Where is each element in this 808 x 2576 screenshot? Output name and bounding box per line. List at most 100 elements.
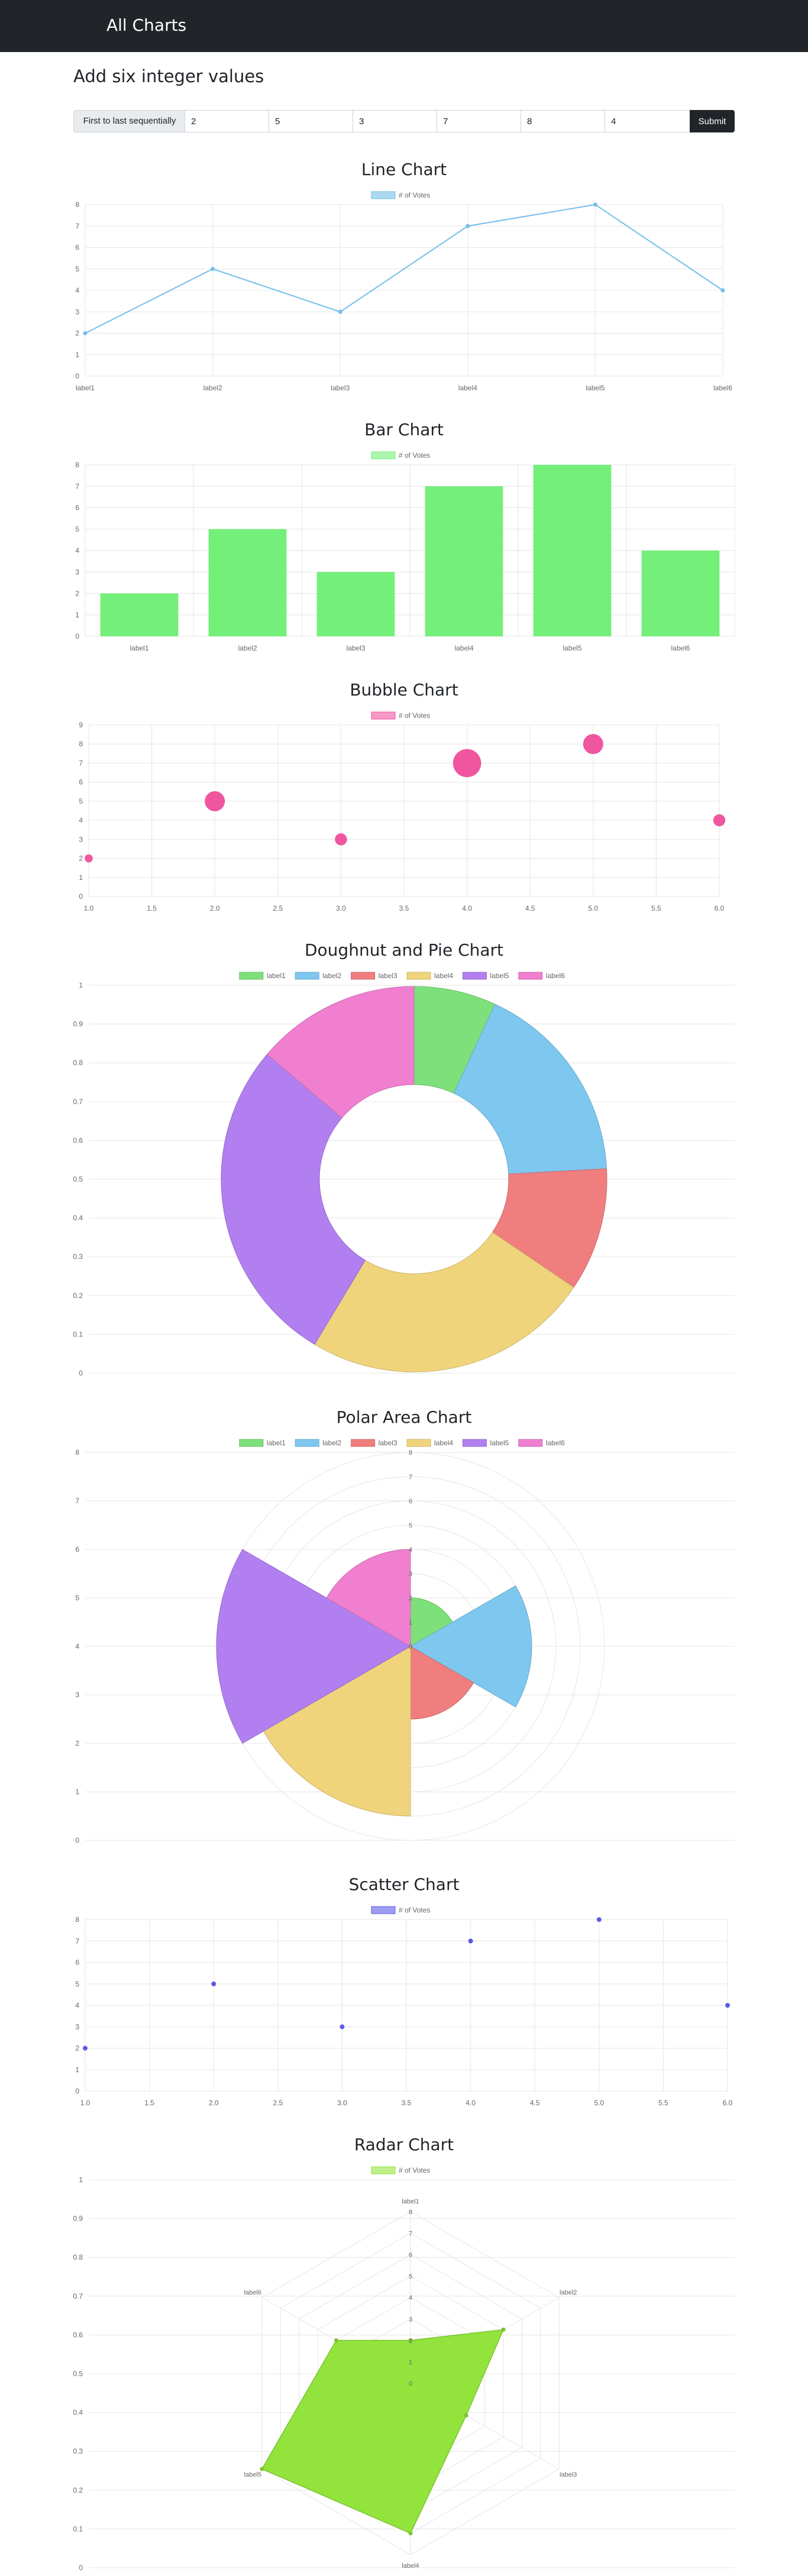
scatter-point-1	[83, 2046, 88, 2051]
value-input-4[interactable]	[437, 110, 526, 132]
y-tick-label: 1	[75, 611, 79, 619]
y-tick-label: 0.6	[73, 1136, 83, 1144]
legend-swatch-label1	[239, 1439, 264, 1447]
submit-button[interactable]: Submit	[690, 110, 735, 132]
radar-axis-label: label1	[402, 2198, 419, 2205]
y-tick-label: 0	[75, 2087, 79, 2095]
y-tick-label: 4	[75, 286, 79, 295]
doughnut-segment-label3	[492, 1168, 607, 1288]
input-prefix-label: First to last sequentially	[73, 110, 186, 132]
radar-axis-label: label5	[244, 2471, 261, 2478]
bar-chart: # of Votes 0 1 2 3 4 5 6 7 8 label1 label2 label3 lab…	[75, 451, 735, 652]
value-input-5[interactable]	[521, 110, 610, 132]
legend-label-label3: label3	[379, 1439, 397, 1447]
y-tick-label: 8	[75, 1448, 79, 1457]
scatter-chart-title: Scatter Chart	[348, 1875, 460, 1894]
y-tick-label: 0.2	[73, 1292, 83, 1300]
x-tick-label: 3.0	[336, 904, 346, 912]
top-navbar: All Charts	[0, 0, 808, 52]
y-tick-label: 4	[75, 546, 79, 555]
y-tick-label: 2	[75, 329, 79, 338]
y-tick-label: 0	[75, 632, 79, 640]
y-tick-label: 5	[75, 1594, 79, 1602]
legend-label-label2: label2	[322, 1439, 341, 1447]
legend-label: # of Votes	[399, 451, 430, 459]
legend-label: # of Votes	[399, 711, 430, 720]
value-input-1[interactable]	[185, 110, 274, 132]
bubble-point-1	[85, 854, 93, 863]
x-tick-label: 4.0	[462, 904, 472, 912]
line-chart-title: Line Chart	[361, 160, 447, 179]
y-tick-label: 0.1	[73, 2525, 83, 2533]
polar-segment-label2	[410, 1585, 532, 1708]
value-input-6[interactable]	[605, 110, 694, 132]
bar-label3	[316, 572, 395, 636]
y-tick-label: 2	[75, 590, 79, 598]
y-tick-label: 4	[79, 816, 83, 824]
line-point-label1	[83, 331, 88, 335]
doughnut-segment-label6	[266, 986, 415, 1119]
legend-label-label6: label6	[546, 1439, 565, 1447]
y-tick-label: 3	[79, 835, 83, 843]
radial-tick-label: 1	[409, 2359, 412, 2366]
y-tick-label: 1	[79, 873, 83, 882]
polar-segment-label6	[326, 1549, 411, 1647]
y-tick-label: 0	[79, 892, 83, 901]
y-tick-label: 4	[75, 2001, 79, 2009]
x-tick-label: 1.0	[80, 2099, 91, 2107]
doughnut-segment-label5	[221, 1054, 366, 1345]
scatter-point-4	[468, 1939, 473, 1944]
legend-swatch	[371, 2166, 396, 2174]
x-tick-label: label6	[671, 644, 690, 652]
y-tick-label: 3	[75, 308, 79, 316]
y-tick-label: 3	[75, 568, 79, 576]
y-tick-label: 9	[79, 721, 83, 729]
line-point-label4	[466, 224, 470, 228]
line-series	[85, 203, 723, 334]
y-tick-label: 0.8	[73, 1059, 83, 1067]
polar-segment-label3	[410, 1646, 474, 1720]
radar-point-label4	[408, 2531, 413, 2536]
app-brand[interactable]: All Charts	[106, 15, 187, 35]
value-input-2[interactable]	[269, 110, 358, 132]
x-tick-label: 6.0	[723, 2099, 733, 2107]
x-tick-label: label1	[76, 384, 95, 392]
scatter-point-6	[725, 2003, 730, 2008]
legend-swatch-label6	[518, 972, 543, 980]
doughnut-chart: label1 label2 label3 label4 label5 label6 0 0.1…	[73, 972, 735, 1377]
bubble-point-2	[205, 791, 225, 811]
y-tick-label: 0.3	[73, 1253, 83, 1261]
x-tick-label: 1.5	[147, 904, 157, 912]
bar-label5	[533, 465, 612, 636]
y-tick-label: 8	[75, 1915, 79, 1924]
legend-label: # of Votes	[399, 1906, 430, 1914]
radial-tick-label: 3	[409, 2316, 412, 2323]
radar-point-label3	[464, 2413, 468, 2418]
y-tick-label: 2	[75, 1739, 79, 1747]
radial-tick-label: 7	[409, 2230, 412, 2237]
value-input-3[interactable]	[353, 110, 442, 132]
x-tick-label: 1.0	[84, 904, 94, 912]
legend-swatch	[371, 451, 396, 459]
x-tick-label: 1.5	[144, 2099, 154, 2107]
y-tick-label: 1	[75, 351, 79, 359]
x-tick-label: label5	[586, 384, 605, 392]
x-tick-label: label4	[458, 384, 477, 392]
y-tick-label: 0.2	[73, 2486, 83, 2494]
line-point-label6	[720, 288, 725, 293]
polar-segment-label5	[216, 1549, 411, 1744]
radial-tick-label: 4	[409, 2295, 412, 2302]
y-tick-label: 5	[75, 525, 79, 533]
legend-label-label3: label3	[379, 972, 397, 980]
line-point-label3	[338, 309, 342, 314]
x-tick-label: 4.0	[466, 2099, 476, 2107]
legend-label-label6: label6	[546, 972, 565, 980]
legend-label: # of Votes	[399, 191, 430, 199]
y-tick-label: 6	[75, 504, 79, 512]
scatter-point-2	[211, 1981, 216, 1986]
x-tick-label: label2	[203, 384, 222, 392]
legend-label-label4: label4	[434, 1439, 453, 1447]
legend-swatch-label4	[406, 1439, 431, 1447]
y-tick-label: 8	[75, 461, 79, 469]
legend-label: # of Votes	[399, 2166, 430, 2174]
